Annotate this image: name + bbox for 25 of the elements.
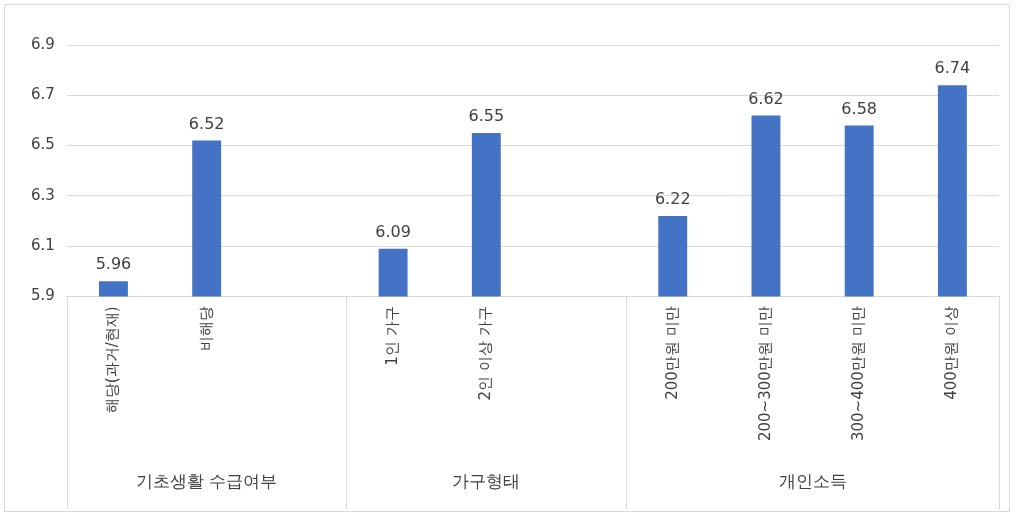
y-tick-label: 6.3 bbox=[31, 185, 55, 204]
data-label: 6.52 bbox=[188, 113, 225, 133]
x-tick-label: 1인 가구 bbox=[383, 306, 401, 366]
data-label: 5.96 bbox=[95, 254, 132, 274]
x-tick-label: 비해당 bbox=[196, 306, 215, 352]
y-tick-label: 6.9 bbox=[31, 34, 55, 53]
x-tick-label: 200만원 미만 bbox=[662, 306, 681, 400]
data-label: 6.55 bbox=[468, 106, 505, 126]
x-tick-label: 해당(과거/현재) bbox=[103, 306, 122, 414]
text: 기초생활 수급여부 bbox=[135, 471, 278, 492]
x-tick-label: 400만원 이상 bbox=[942, 306, 961, 400]
data-label: 6.62 bbox=[748, 88, 784, 108]
data-label: 6.74 bbox=[934, 58, 971, 78]
x-tick-label: 200~300만원 미만 bbox=[755, 306, 774, 442]
x-tick-label: 300~400만원 미만 bbox=[849, 306, 868, 442]
y-tick-label: 6.1 bbox=[31, 236, 55, 255]
text: 가구형태 bbox=[452, 471, 521, 492]
data-label: 6.22 bbox=[654, 189, 691, 209]
text: 개인소득 bbox=[778, 471, 847, 492]
data-label: 6.58 bbox=[841, 98, 877, 118]
data-label: 6.09 bbox=[375, 221, 411, 241]
y-tick-label: 6.5 bbox=[31, 135, 55, 154]
y-tick-label: 6.7 bbox=[31, 85, 55, 104]
x-tick-label: 2인 이상 가구 bbox=[476, 306, 495, 401]
y-tick-label: 5.9 bbox=[31, 286, 55, 305]
